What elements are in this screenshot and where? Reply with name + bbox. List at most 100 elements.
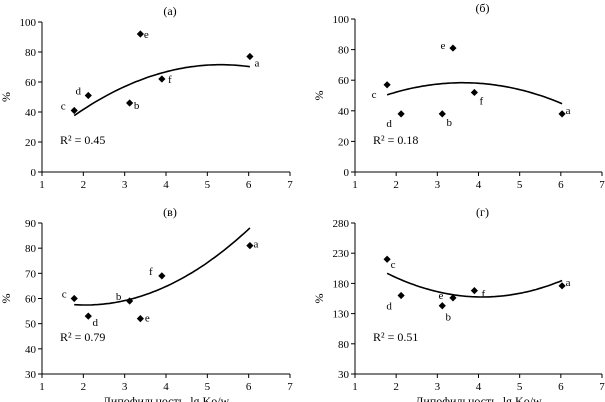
- data-point-c: [70, 106, 78, 115]
- data-point-b: [438, 110, 446, 118]
- data-point-b: [438, 302, 446, 310]
- point-label-b: b: [447, 117, 453, 129]
- data-point-d: [397, 110, 405, 118]
- x-tick-label: 1: [39, 179, 45, 191]
- point-label-e: e: [441, 40, 446, 52]
- point-label-b: b: [446, 312, 452, 324]
- chart-panel-4: 30 80 130 180 230 280 1 2 3 4 5 6 7% Липофильность, l…: [312, 205, 605, 402]
- point-label-a: a: [253, 239, 258, 251]
- trend-line: [386, 81, 563, 105]
- x-tick-label: 7: [287, 381, 293, 393]
- x-tick-label: 2: [81, 381, 87, 393]
- x-tick-label: 7: [287, 179, 293, 191]
- y-tick-label: 0: [344, 167, 350, 179]
- data-point-f: [470, 287, 478, 295]
- data-point-b: [126, 297, 134, 305]
- chart-panel-2: 0 20 40 60 80 100 1 2 3 4 5 6 7% (б) a b c d e f R² = 0.18: [312, 1, 605, 191]
- point-label-b: b: [134, 100, 140, 112]
- data-point-c: [383, 81, 391, 89]
- panel-label: (а): [163, 4, 176, 18]
- y-axis-label: %: [312, 91, 326, 101]
- x-tick-label: 6: [558, 179, 564, 191]
- x-tick-label: 5: [205, 381, 211, 393]
- x-tick-label: 3: [122, 381, 128, 393]
- data-point-d: [84, 91, 92, 100]
- y-tick-label: 280: [333, 218, 350, 230]
- trend-line: [74, 227, 251, 306]
- x-axis-label: Липофильность, lg Ko/w: [415, 394, 542, 402]
- x-tick-label: 3: [122, 179, 128, 191]
- data-point-f: [158, 75, 166, 83]
- y-tick-label: 70: [25, 268, 37, 280]
- y-tick-label: 20: [338, 136, 350, 148]
- point-label-a: a: [566, 277, 571, 289]
- y-axis-label: %: [312, 294, 326, 304]
- y-tick-label: 80: [25, 47, 37, 59]
- x-tick-label: 5: [517, 179, 523, 191]
- x-tick-label: 6: [558, 381, 564, 393]
- data-point-a: [558, 110, 566, 118]
- point-label-c: c: [372, 89, 377, 101]
- data-point-f: [470, 88, 478, 97]
- y-tick-label: 230: [333, 248, 350, 260]
- r-squared-label: R² = 0.45: [60, 133, 105, 147]
- point-label-c: c: [62, 289, 67, 301]
- y-tick-label: 90: [25, 218, 37, 230]
- data-point-e: [136, 315, 144, 323]
- y-tick-label: 20: [25, 137, 37, 149]
- y-tick-label: 40: [338, 106, 350, 118]
- point-label-d: d: [386, 118, 392, 130]
- point-label-f: f: [482, 289, 486, 301]
- chart-panel-3: 30 40 50 60 70 80 90 1 2 3 4 5 6 7% Липофильность, lg …: [0, 205, 293, 402]
- point-label-d: d: [76, 86, 82, 98]
- panel-label: (в): [163, 205, 177, 219]
- y-tick-label: 40: [25, 344, 37, 356]
- y-tick-label: 50: [25, 319, 37, 331]
- x-tick-label: 7: [599, 179, 605, 191]
- x-tick-label: 4: [476, 381, 482, 393]
- panel-label: (г): [476, 205, 489, 219]
- data-point-e: [449, 294, 457, 302]
- y-axis-label: %: [0, 92, 13, 102]
- y-tick-label: 80: [338, 45, 350, 57]
- r-squared-label: R² = 0.51: [373, 330, 418, 344]
- data-point-e: [449, 44, 457, 52]
- r-squared-label: R² = 0.79: [60, 330, 105, 344]
- data-point-c: [383, 255, 391, 263]
- r-squared-label: R² = 0.18: [373, 133, 418, 147]
- y-tick-label: 0: [31, 167, 37, 179]
- x-tick-label: 4: [163, 381, 169, 393]
- x-axis-label: Липофильность, lg Ko/w: [103, 394, 230, 402]
- x-tick-label: 4: [476, 179, 482, 191]
- chart-panel-1: 0 20 40 60 80 100 1 2 3 4 5 6 7% (а) a b cd e f R² = 0.45: [0, 4, 293, 191]
- point-label-f: f: [149, 266, 153, 278]
- x-tick-label: 1: [39, 381, 45, 393]
- x-tick-label: 1: [352, 381, 358, 393]
- panel-label: (б): [475, 1, 489, 15]
- x-tick-label: 2: [81, 179, 87, 191]
- point-label-f: f: [168, 74, 172, 86]
- data-point-b: [126, 99, 134, 107]
- data-point-a: [246, 52, 254, 61]
- y-tick-label: 40: [25, 107, 37, 119]
- data-point-a: [246, 242, 254, 250]
- point-label-b: b: [116, 291, 122, 303]
- point-label-e: e: [145, 313, 150, 325]
- x-tick-label: 3: [435, 179, 441, 191]
- x-tick-label: 3: [435, 381, 441, 393]
- x-tick-label: 5: [205, 179, 211, 191]
- x-tick-label: 6: [246, 179, 252, 191]
- x-tick-label: 6: [246, 381, 252, 393]
- point-label-a: a: [566, 105, 571, 117]
- point-label-c: c: [61, 101, 66, 113]
- data-point-a: [558, 282, 566, 290]
- x-tick-label: 7: [599, 381, 605, 393]
- data-point-f: [158, 272, 166, 280]
- point-label-d: d: [386, 300, 392, 312]
- point-label-c: c: [391, 259, 396, 271]
- point-label-e: e: [439, 290, 444, 302]
- x-tick-label: 2: [393, 179, 399, 191]
- point-label-a: a: [254, 58, 259, 70]
- y-tick-label: 80: [338, 339, 350, 351]
